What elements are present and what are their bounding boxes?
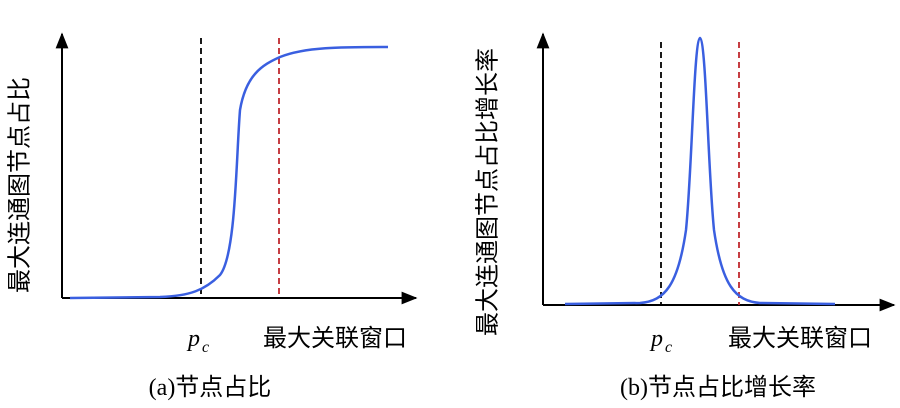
- y-label: 最大连通图节点占比: [7, 77, 34, 293]
- x-label: 最大关联窗口: [263, 325, 407, 352]
- panel-b: 最大连通图节点占比增长率 p c 最大关联窗口 (b)节点占比增长率: [475, 32, 896, 401]
- ratio-curve: [69, 45, 389, 300]
- x-label: 最大关联窗口: [728, 325, 872, 352]
- growth-curve: [564, 36, 836, 306]
- threshold-label: p: [649, 326, 663, 352]
- panel-a: 最大连通图节点占比 p c 最大关联窗口 (a)节点占比: [7, 32, 418, 401]
- y-label: 最大连通图节点占比增长率: [475, 48, 502, 336]
- caption: (b)节点占比增长率: [620, 374, 816, 401]
- threshold-sub: c: [665, 339, 672, 356]
- threshold-sub: c: [202, 339, 209, 356]
- threshold-label: p: [186, 326, 200, 352]
- caption: (a)节点占比: [149, 374, 272, 401]
